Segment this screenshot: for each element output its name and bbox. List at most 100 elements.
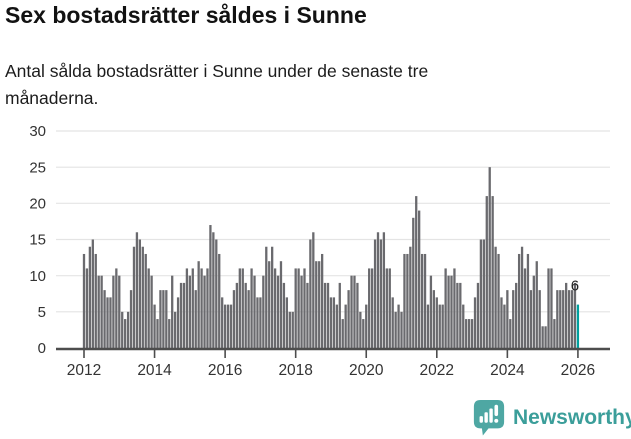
bar <box>232 290 236 348</box>
bar <box>526 253 530 348</box>
bar <box>103 290 106 348</box>
bar <box>488 167 491 348</box>
newsworthy-logo-icon <box>472 398 506 437</box>
bar <box>241 268 244 348</box>
bar <box>538 290 541 348</box>
bar <box>291 311 294 348</box>
bar <box>444 268 447 348</box>
bar <box>520 246 524 348</box>
x-tick-label: 2024 <box>490 362 525 379</box>
bar <box>556 290 559 348</box>
bar <box>182 282 186 348</box>
bar <box>262 275 265 348</box>
bar <box>194 290 197 348</box>
bar <box>118 275 121 348</box>
bar <box>459 282 462 348</box>
bar <box>362 319 365 348</box>
bar <box>244 282 247 348</box>
bar <box>550 268 553 348</box>
bar <box>112 275 115 348</box>
bar <box>271 246 274 348</box>
bar <box>341 319 344 348</box>
bar <box>106 297 109 348</box>
bar <box>453 268 456 348</box>
bar <box>285 297 289 348</box>
bar <box>97 275 100 348</box>
bar <box>368 268 371 348</box>
bar <box>173 311 177 348</box>
bar <box>335 304 338 348</box>
bar <box>547 268 550 348</box>
bar <box>288 311 291 348</box>
bar <box>297 268 300 348</box>
bar <box>185 268 189 348</box>
bar <box>303 268 306 348</box>
y-tick-label: 25 <box>29 159 46 176</box>
bar <box>176 297 180 348</box>
bar <box>429 275 433 348</box>
bar <box>420 253 424 348</box>
page-title: Sex bostadsrätter såldes i Sunne <box>5 2 367 28</box>
bar <box>318 261 321 348</box>
bar <box>567 290 571 348</box>
bar <box>203 275 206 348</box>
bar <box>379 239 383 348</box>
highlight-value-label: 6 <box>571 278 579 295</box>
x-tick-label: 2012 <box>67 362 101 379</box>
bar <box>559 290 562 348</box>
bar <box>435 297 438 348</box>
bar <box>197 261 200 348</box>
bar <box>253 275 256 348</box>
x-tick-label: 2026 <box>561 362 595 379</box>
bar <box>415 196 418 348</box>
highlight-bar <box>576 304 580 348</box>
bar <box>235 282 239 348</box>
bar <box>212 232 215 348</box>
bar <box>388 268 391 348</box>
bar <box>191 268 194 348</box>
y-tick-label: 20 <box>29 196 46 213</box>
bar <box>226 304 230 348</box>
bar <box>512 290 515 348</box>
y-tick-label: 5 <box>38 304 46 321</box>
x-tick-label: 2022 <box>420 362 454 379</box>
bar <box>535 261 538 348</box>
bar <box>294 268 297 348</box>
bar-chart: 0 5 10 15 20 25 30 2012 2014 2016 2018 2020 2022 2024… <box>29 123 610 379</box>
brand-name: Newsworthy <box>513 405 631 429</box>
bar <box>523 268 527 348</box>
bar <box>179 282 183 348</box>
bar <box>347 290 350 348</box>
bar <box>373 239 377 348</box>
bar <box>306 282 309 348</box>
bar <box>409 246 412 348</box>
bar <box>309 239 312 348</box>
bar <box>562 290 565 348</box>
bar <box>356 282 359 348</box>
logo-bar-1 <box>479 416 483 423</box>
bar <box>200 268 203 348</box>
bar <box>156 319 159 348</box>
x-tick-label: 2020 <box>349 362 384 379</box>
x-tick-label: 2018 <box>278 362 312 379</box>
bar <box>491 196 494 348</box>
logo-bar-2 <box>484 412 488 423</box>
bar <box>365 304 368 348</box>
bar <box>382 232 386 348</box>
bar <box>423 253 427 348</box>
y-tick-label: 0 <box>38 340 46 357</box>
bar <box>462 304 465 348</box>
bar <box>485 196 488 348</box>
bar <box>359 311 362 348</box>
bar <box>88 246 92 348</box>
bar <box>370 268 374 348</box>
bar <box>385 268 388 348</box>
bar <box>135 232 139 348</box>
bar <box>323 282 327 348</box>
bar <box>465 319 468 348</box>
bar <box>503 304 506 348</box>
bar <box>100 275 103 348</box>
y-tick-label: 30 <box>29 123 46 140</box>
bar <box>482 239 485 348</box>
bar <box>476 282 480 348</box>
